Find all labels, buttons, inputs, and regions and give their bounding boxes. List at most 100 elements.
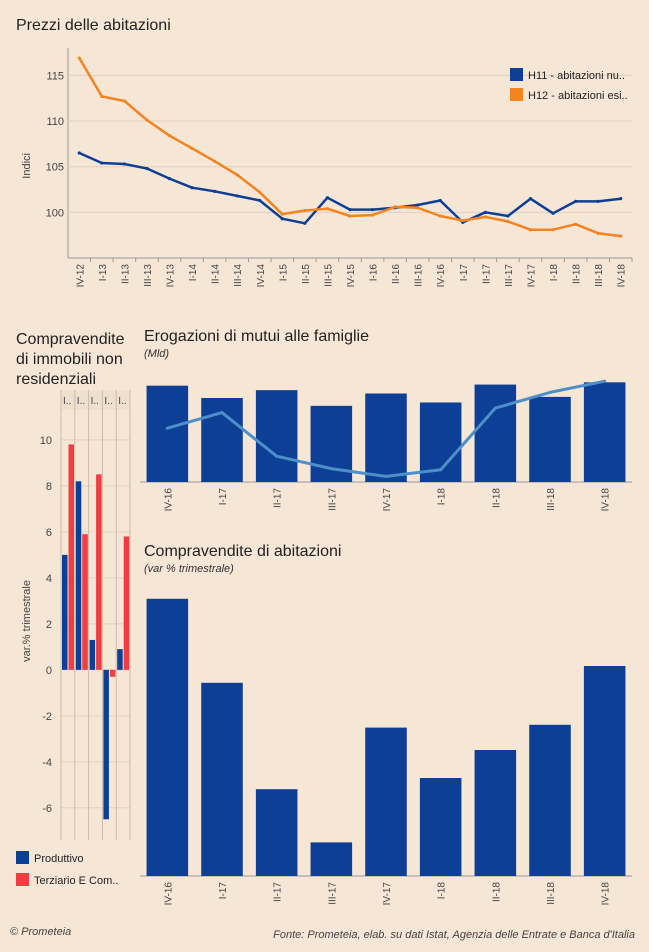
copyright-text: © Prometeia [10, 926, 72, 938]
data-point [528, 228, 533, 232]
bar [474, 384, 517, 482]
x-tick-label: IV-13 [166, 264, 177, 288]
data-point [77, 56, 81, 60]
x-tick-label: III-17 [327, 488, 338, 511]
facet-header [61, 390, 130, 410]
nonres-title: Compravendite di immobili non residenzia… [16, 331, 125, 388]
x-tick-label: IV-16 [436, 264, 447, 288]
x-tick-label: IV-15 [346, 264, 357, 288]
prezzi-chart: 100 105 110 115 Indici IV-12 I-13 II-13 III-13 IV… [21, 48, 633, 288]
facet-label: I.. [118, 396, 126, 407]
mutui-chart: IV-16 I-17 II-17 III-17 IV-17 I-18 II-18 III-18… [140, 379, 632, 512]
y-tick-label: 10 [40, 435, 52, 447]
data-point [258, 190, 262, 194]
bar [68, 444, 74, 670]
x-tick-label: IV-17 [382, 882, 393, 906]
legend-label: H12 - abitazioni esi.. [528, 90, 628, 102]
bar [529, 724, 571, 876]
bar [62, 554, 68, 670]
x-tick-label: III-18 [546, 488, 557, 511]
data-point [167, 134, 172, 138]
x-tick-label: I-16 [369, 264, 380, 282]
legend-swatch [510, 68, 523, 81]
x-tick-label: I-18 [437, 882, 448, 900]
facet-label: I.. [91, 396, 99, 407]
x-tick-label: I-17 [459, 264, 470, 282]
bar [255, 789, 298, 876]
x-tick-label: II-13 [120, 264, 131, 284]
facet-label: I.. [104, 396, 112, 407]
x-tick-label: IV-18 [617, 264, 628, 288]
bar [365, 393, 407, 482]
x-tick-label: III-18 [546, 882, 557, 905]
facet-label: I.. [77, 396, 85, 407]
data-point [280, 217, 284, 221]
y-tick-label: 110 [46, 116, 64, 128]
x-tick-label: II-17 [273, 488, 284, 508]
data-point [574, 222, 578, 226]
bar [529, 396, 571, 482]
x-tick-label: IV-16 [163, 882, 174, 906]
data-point [574, 199, 578, 203]
x-tick-label: I-18 [437, 488, 448, 506]
bar [474, 750, 517, 876]
x-tick-label: III-14 [233, 264, 244, 287]
compravendite-subtitle: (var % trimestrale) [144, 563, 234, 575]
data-point [100, 161, 104, 165]
data-point [303, 208, 307, 213]
data-point [416, 206, 420, 210]
data-point [235, 173, 239, 177]
x-tick-label: II-17 [481, 264, 492, 284]
data-point [329, 467, 333, 471]
data-point [438, 214, 442, 218]
x-tick-label: II-14 [211, 264, 222, 284]
mutui-subtitle: (Mld) [144, 348, 170, 360]
x-tick-label: III-17 [327, 882, 338, 905]
bar [82, 534, 88, 670]
mutui-title: Erogazioni di mutui alle famiglie [144, 328, 369, 345]
x-tick-label: I-17 [218, 882, 229, 900]
data-point [493, 406, 497, 410]
bar [583, 666, 626, 876]
x-tick-label: I-18 [549, 264, 560, 282]
legend-label: Produttivo [34, 853, 84, 865]
data-point [551, 228, 555, 232]
x-tick-label: IV-17 [382, 488, 393, 512]
y-tick-label: 8 [46, 481, 52, 493]
legend-swatch [16, 851, 29, 864]
facet-label: I.. [63, 396, 71, 407]
bar [201, 398, 243, 482]
data-point [603, 379, 607, 383]
bar [201, 682, 243, 876]
x-tick-label: I-17 [218, 488, 229, 506]
bar [103, 669, 109, 820]
prezzi-title: Prezzi delle abitazioni [16, 17, 171, 34]
x-tick-label: IV-18 [601, 882, 612, 906]
bar [310, 842, 353, 876]
bar [96, 474, 102, 670]
x-tick-label: III-16 [414, 264, 425, 287]
x-tick-label: I-14 [188, 264, 199, 282]
data-point [370, 213, 375, 217]
x-tick-label: IV-17 [526, 264, 537, 288]
data-point [77, 151, 81, 155]
x-tick-label: II-16 [391, 264, 402, 284]
bar [255, 390, 298, 482]
x-tick-label: IV-18 [601, 488, 612, 512]
bar [109, 669, 116, 677]
data-point [461, 218, 465, 223]
x-tick-label: IV-14 [256, 264, 267, 288]
x-tick-label: II-18 [491, 488, 502, 508]
y-tick-label: 115 [46, 70, 64, 82]
data-point [506, 214, 510, 218]
legend-swatch [510, 88, 523, 101]
data-point [220, 411, 224, 415]
data-point [438, 198, 442, 203]
data-point [596, 231, 600, 235]
source-text: Fonte: Prometeia, elab. su dati Istat, A… [273, 929, 635, 941]
bar [89, 639, 96, 670]
data-point [619, 197, 623, 201]
x-tick-label: III-17 [504, 264, 515, 287]
bar [583, 382, 626, 482]
data-point [619, 234, 623, 238]
